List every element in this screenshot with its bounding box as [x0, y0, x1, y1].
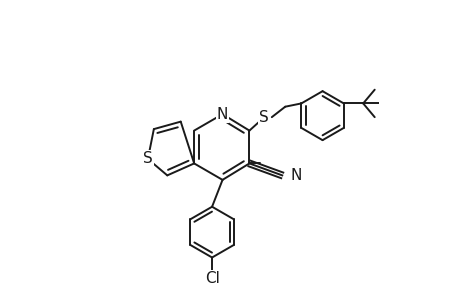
Text: S: S [259, 110, 269, 125]
Text: Cl: Cl [204, 271, 219, 286]
Text: N: N [216, 107, 228, 122]
Text: N: N [290, 168, 302, 183]
Text: S: S [143, 152, 152, 166]
